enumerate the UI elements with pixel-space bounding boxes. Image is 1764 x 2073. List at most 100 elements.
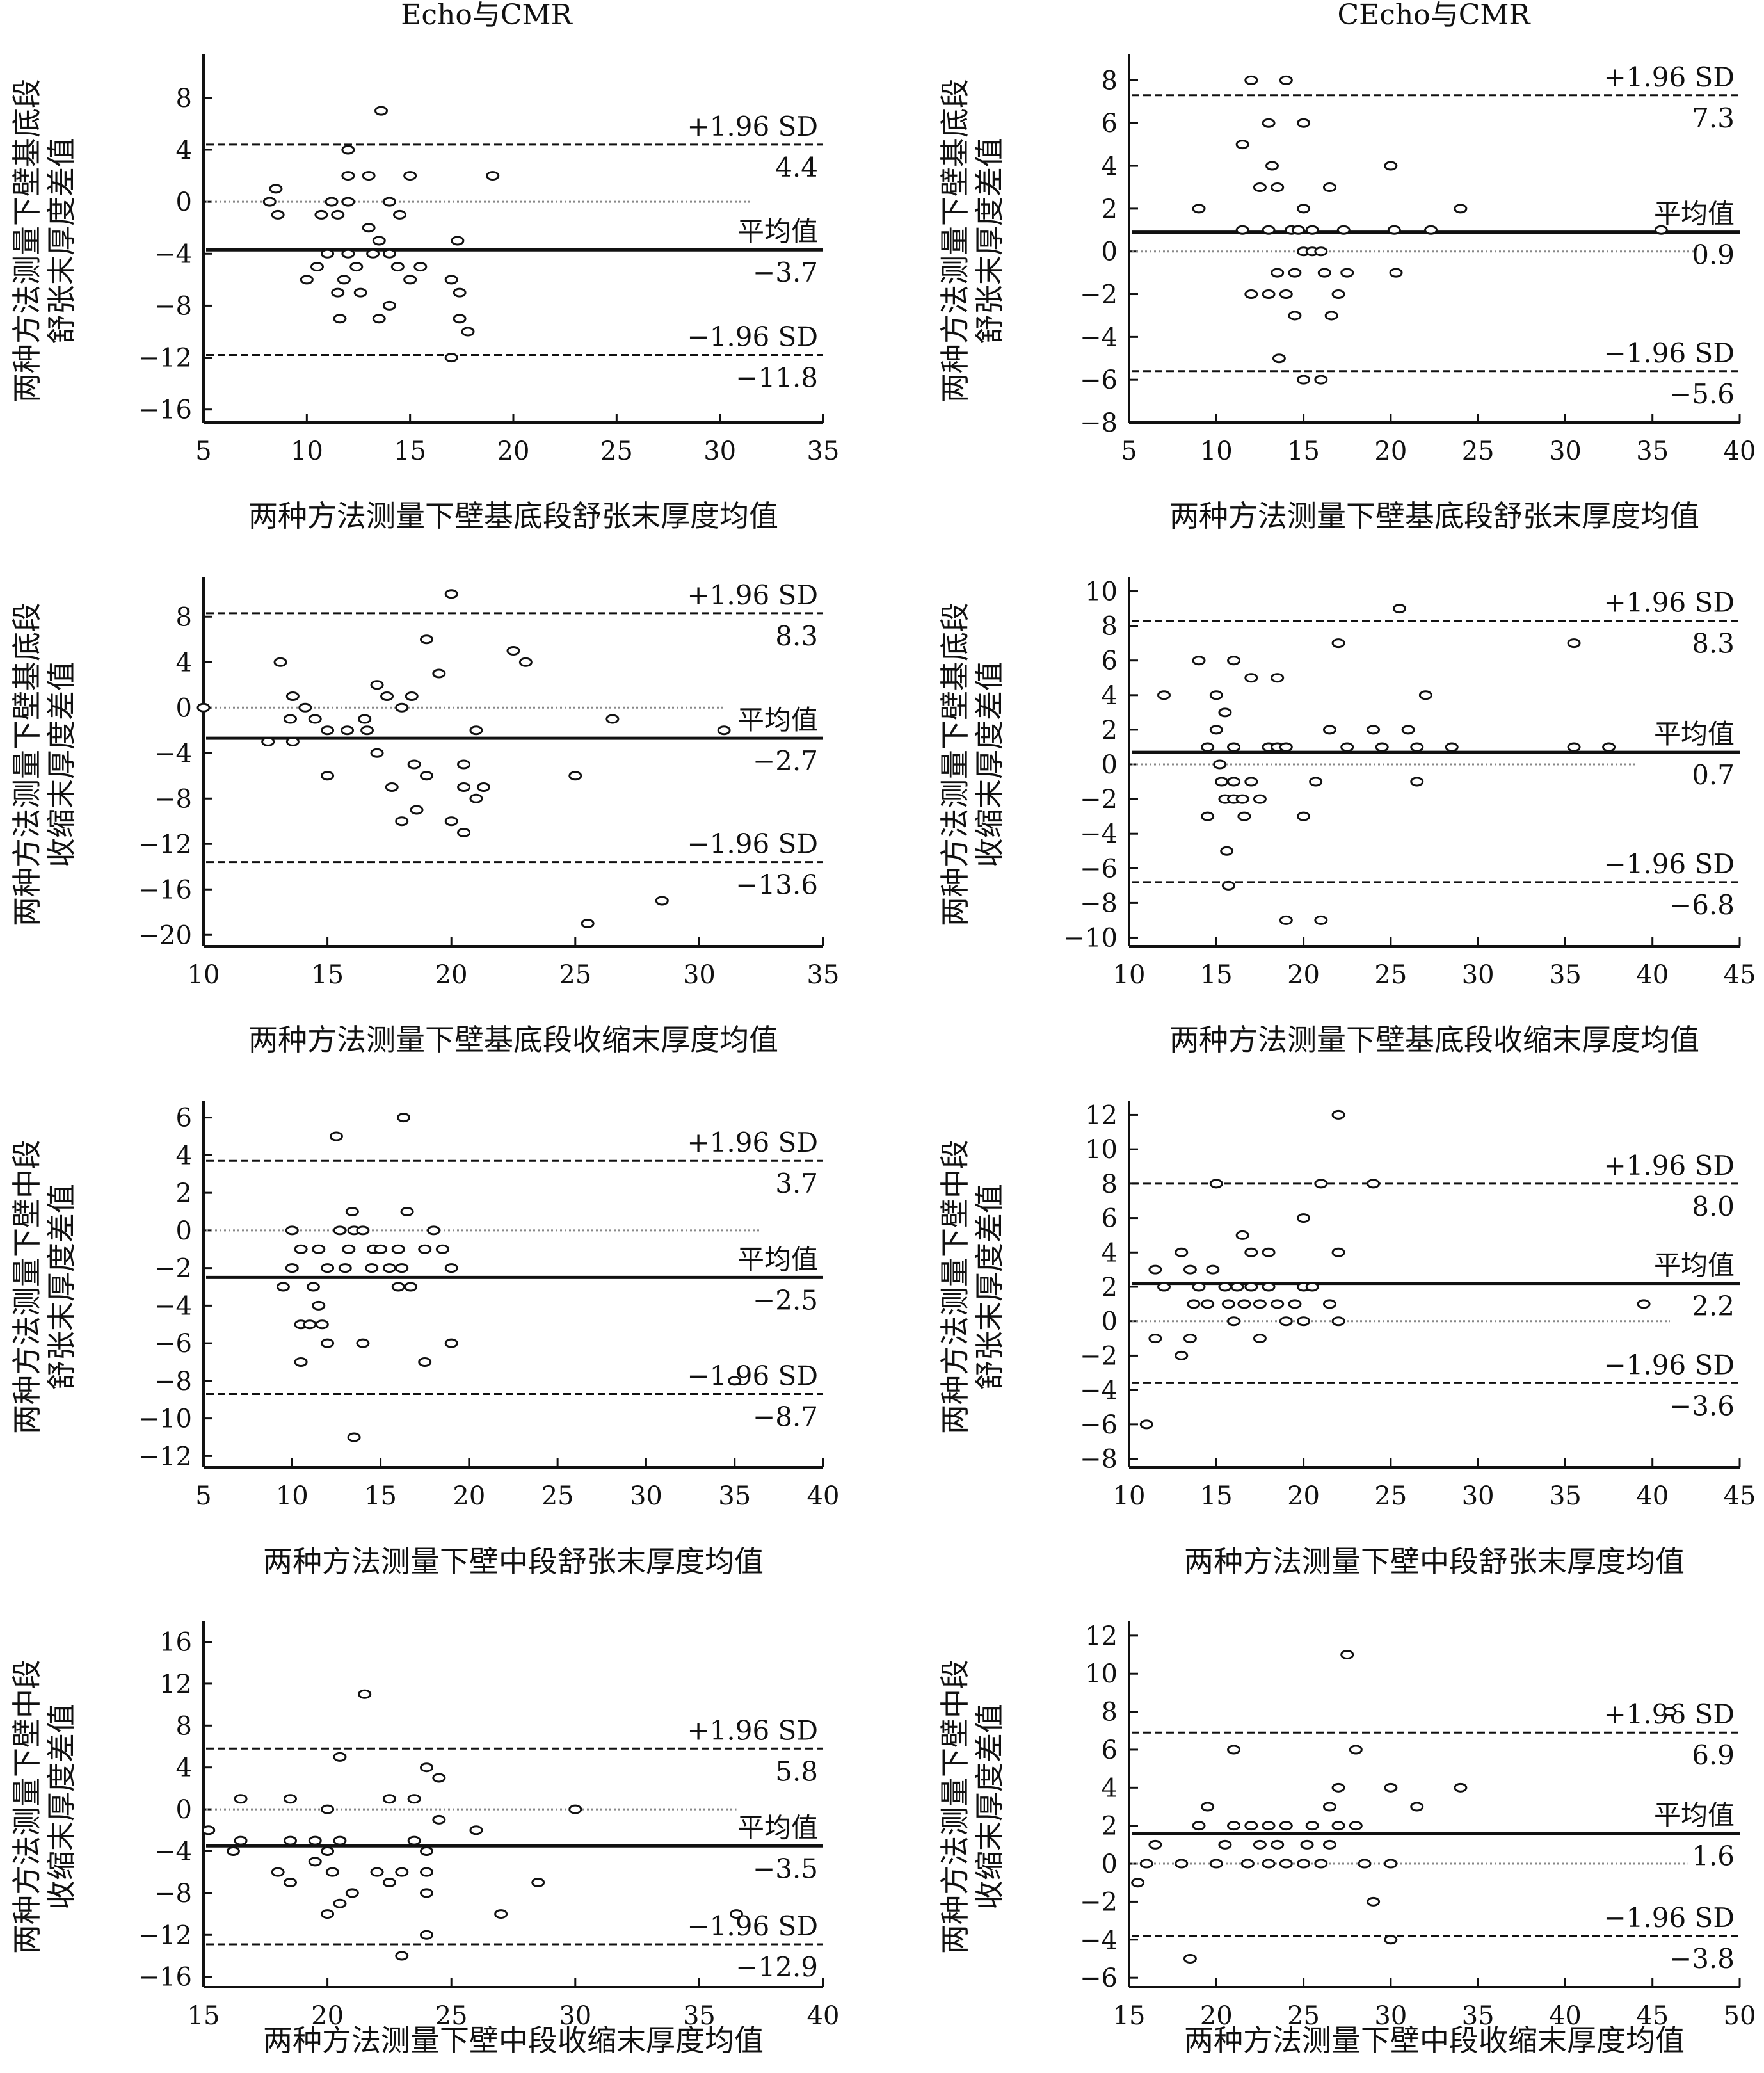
x-tick-label: 30 <box>1549 437 1582 466</box>
data-point <box>419 1888 433 1898</box>
chart-panel-6: 10 15 20 25 30 35 40 45 −8 −6 −4 −2 0 2 4 6 8 10 12 +1.96 S… <box>938 1101 1756 1579</box>
data-point <box>1262 1821 1276 1831</box>
data-point <box>1220 846 1234 856</box>
lower-label: −1.96 SD <box>687 321 818 353</box>
x-axis-title: 两种方法测量下壁基底段舒张末厚度均值 <box>248 499 778 533</box>
data-point <box>1192 204 1206 214</box>
x-tick-label: 35 <box>718 1481 751 1511</box>
data-point <box>1637 1299 1651 1309</box>
data-point <box>284 1878 298 1888</box>
data-point <box>271 209 285 220</box>
x-tick-label: 15 <box>394 437 426 466</box>
data-point <box>345 1207 359 1216</box>
y-tick-label: −6 <box>1080 1410 1118 1440</box>
data-point <box>341 248 355 259</box>
lower-value: −8.7 <box>753 1401 818 1432</box>
data-point <box>314 209 328 220</box>
data-point <box>1297 118 1311 128</box>
upper-value: 7.3 <box>1692 102 1735 134</box>
data-point <box>1297 204 1311 214</box>
data-point <box>374 1244 388 1254</box>
y-tick-label: −4 <box>154 1837 192 1866</box>
y-axis-title-line: 收缩末厚度差值 <box>972 1704 1007 1910</box>
data-point <box>1201 1299 1215 1309</box>
data-point <box>382 197 396 207</box>
lower-label: −1.96 SD <box>1603 1902 1735 1933</box>
x-tick-label: 15 <box>311 960 344 990</box>
column-title-left: Echo与CMR <box>401 0 573 31</box>
x-axis-title: 两种方法测量下壁基底段收缩末厚度均值 <box>1169 1022 1699 1057</box>
y-axis-title-line: 两种方法测量下壁基底段 <box>10 79 44 403</box>
data-point <box>457 782 471 792</box>
y-tick-label: −8 <box>154 784 192 814</box>
mean-label: 平均值 <box>1654 718 1735 750</box>
data-point <box>1148 1264 1162 1275</box>
y-tick-label: 4 <box>176 648 192 677</box>
data-point <box>419 634 433 645</box>
data-point <box>605 714 620 724</box>
data-point <box>729 1909 743 1919</box>
x-tick-label: 10 <box>1113 1481 1146 1511</box>
data-point <box>1244 1282 1258 1292</box>
data-point <box>331 287 345 298</box>
data-point <box>360 725 374 736</box>
y-axis-title-line: 两种方法测量下壁中段 <box>10 1659 44 1954</box>
data-point <box>1227 1745 1241 1755</box>
data-point <box>1418 690 1432 700</box>
y-tick-label: 6 <box>1102 647 1118 676</box>
y-tick-label: 2 <box>176 1179 192 1208</box>
data-point <box>1602 742 1616 752</box>
data-point <box>1410 777 1424 787</box>
data-point <box>457 759 471 770</box>
data-point <box>1358 1859 1372 1869</box>
y-axis-title-line: 两种方法测量下壁基底段 <box>938 602 972 926</box>
data-point <box>451 236 465 246</box>
data-point <box>405 691 419 701</box>
data-point <box>337 275 351 285</box>
x-tick-label: 15 <box>364 1481 397 1511</box>
data-point <box>1314 246 1328 257</box>
data-point <box>1230 1282 1244 1292</box>
data-point <box>1213 759 1227 770</box>
data-point <box>341 171 355 181</box>
y-tick-label: −2 <box>1080 1887 1118 1917</box>
data-point <box>271 1867 285 1877</box>
data-point <box>1387 225 1401 235</box>
data-point <box>1253 1334 1267 1344</box>
data-point <box>1389 268 1403 278</box>
data-point <box>362 171 376 181</box>
data-point <box>1349 1745 1363 1755</box>
data-point <box>341 725 355 736</box>
data-point <box>1314 375 1328 385</box>
y-tick-label: −2 <box>1080 280 1118 310</box>
data-point <box>285 1225 299 1236</box>
data-point <box>333 314 347 324</box>
data-point <box>1206 1264 1220 1275</box>
data-point <box>391 1244 405 1254</box>
data-point <box>1183 1334 1197 1344</box>
x-tick-label: 50 <box>1724 2001 1756 2031</box>
y-axis-title-line: 两种方法测量下壁中段 <box>938 1140 972 1434</box>
x-tick-label: 20 <box>1287 1481 1320 1511</box>
data-point <box>518 657 533 667</box>
data-point <box>382 1878 396 1888</box>
data-point <box>1331 1821 1345 1831</box>
chart-panel-3: 10 15 20 25 30 35 −20 −16 −12 −8 −4 0 4 8 +1.96 SD 8.3 平… <box>10 577 839 1057</box>
data-point <box>444 353 458 363</box>
data-point <box>262 197 277 207</box>
data-point <box>315 1319 329 1330</box>
data-point <box>1331 1316 1345 1327</box>
data-point <box>1244 75 1258 85</box>
lower-value: −3.6 <box>1669 1390 1735 1421</box>
data-point <box>321 248 335 259</box>
data-point <box>284 1794 298 1804</box>
y-tick-label: 0 <box>176 1216 192 1246</box>
data-point <box>486 171 500 181</box>
y-tick-label: 4 <box>176 136 192 165</box>
upper-label: +1.96 SD <box>687 1714 818 1746</box>
data-point <box>1157 690 1171 700</box>
data-point <box>403 171 417 181</box>
data-point <box>393 209 407 220</box>
data-point <box>444 589 458 599</box>
y-axis-title-line: 两种方法测量下壁中段 <box>10 1140 44 1434</box>
